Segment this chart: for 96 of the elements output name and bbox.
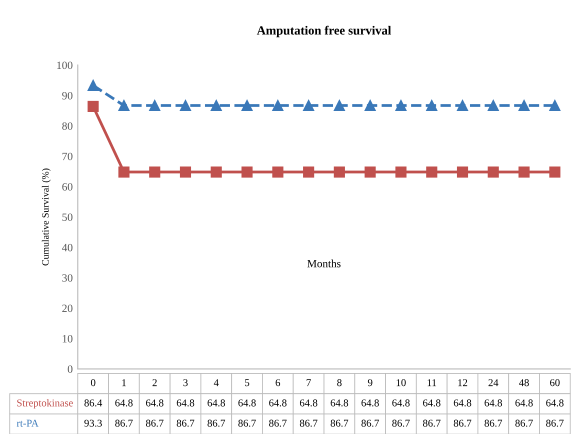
data-label: 93.3 [84, 420, 102, 427]
data-label: 86.7 [330, 420, 348, 427]
x-tick-label: 11 [428, 379, 436, 386]
x-tick-label: 60 [550, 379, 560, 386]
data-label: 64.8 [238, 399, 256, 406]
data-label: 86.7 [115, 420, 133, 427]
data-label: 86.7 [208, 420, 226, 427]
point [488, 166, 499, 178]
y-tick-label: 80 [62, 122, 72, 130]
point [210, 166, 222, 178]
data-label: 86.7 [423, 420, 441, 427]
data-label: 64.8 [423, 399, 440, 406]
point [241, 100, 253, 112]
point [426, 100, 438, 112]
point [488, 100, 499, 112]
point [180, 100, 192, 112]
point [303, 166, 314, 178]
y-tick-label: 90 [62, 92, 72, 100]
x-tick-label: 3 [183, 379, 188, 386]
data-label: 86.7 [176, 420, 194, 427]
point [334, 166, 345, 178]
y-tick-label: 20 [62, 304, 72, 312]
y-tick-label: 0 [68, 365, 72, 373]
point [549, 166, 560, 178]
text: rt-PA [16, 420, 39, 427]
data-label: 64.8 [208, 399, 225, 406]
point [88, 100, 99, 112]
data-label: 64.8 [330, 399, 348, 406]
x-tick-label: 8 [337, 379, 342, 386]
data-label: 64.8 [269, 399, 287, 406]
data-label: 86.7 [300, 420, 318, 427]
point [118, 166, 130, 178]
data-label: 64.8 [176, 399, 194, 406]
data-label: 64.8 [362, 399, 379, 406]
data-label: 86.4 [84, 399, 102, 406]
x-tick-label: 1 [122, 379, 126, 386]
chart-title: Amputation free survival [256, 26, 392, 38]
y-axis-title: Cumulative Survival (%) [42, 168, 51, 266]
data-label: 64.8 [392, 399, 410, 406]
y-tick-label: 70 [62, 152, 72, 160]
point [180, 166, 192, 178]
point [241, 166, 253, 178]
data-label: 86.7 [361, 420, 379, 427]
x-tick-label: 2 [152, 379, 157, 386]
point [518, 166, 530, 178]
x-tick-label: 6 [276, 379, 280, 386]
point [272, 100, 284, 112]
point [149, 166, 160, 178]
y-tick-label: 100 [57, 62, 72, 70]
x-tick-label: 12 [458, 379, 468, 386]
data-label: 64.8 [146, 399, 164, 406]
point [118, 100, 130, 112]
y-tick-label: 40 [62, 244, 72, 252]
x-tick-label: 4 [214, 379, 219, 386]
text: Streptokinase [17, 399, 73, 409]
data-label: 64.8 [484, 399, 502, 406]
x-tick-label: 48 [519, 379, 529, 386]
point [303, 100, 314, 112]
point [518, 100, 530, 112]
point [456, 166, 468, 178]
x-tick-label: 9 [368, 379, 372, 386]
point [426, 166, 438, 178]
y-tick-label: 60 [62, 183, 72, 191]
point [272, 166, 284, 178]
x-tick-label: 7 [306, 379, 311, 386]
point [456, 100, 468, 112]
x-tick-label: 0 [90, 379, 96, 386]
y-tick-label: 30 [62, 274, 72, 282]
x-tick-label: 10 [396, 379, 406, 386]
data-label: 86.7 [454, 420, 472, 427]
data-label: 86.7 [515, 420, 533, 427]
point [364, 100, 376, 112]
x-axis-title: Months [307, 260, 341, 268]
point [364, 166, 376, 178]
data-label: 86.7 [546, 420, 564, 427]
data-label: 86.7 [392, 420, 410, 427]
data-label: 64.8 [546, 399, 564, 406]
point [395, 166, 407, 178]
x-tick-label: 5 [245, 379, 250, 386]
point [149, 100, 160, 112]
data-label: 64.8 [115, 399, 133, 406]
data-label: 86.7 [146, 420, 164, 427]
data-label: 64.8 [515, 399, 533, 406]
x-tick-label: 24 [488, 379, 498, 386]
point [88, 80, 99, 92]
y-tick-label: 50 [62, 213, 72, 221]
point [549, 100, 560, 112]
data-label: 86.7 [238, 420, 256, 427]
point [334, 100, 345, 112]
data-label: 64.8 [454, 399, 472, 406]
point [210, 100, 222, 112]
data-label: 86.7 [484, 420, 502, 427]
y-tick-label: 10 [62, 334, 72, 342]
point [395, 100, 407, 112]
data-label: 64.8 [300, 399, 318, 406]
data-label: 86.7 [269, 420, 287, 427]
